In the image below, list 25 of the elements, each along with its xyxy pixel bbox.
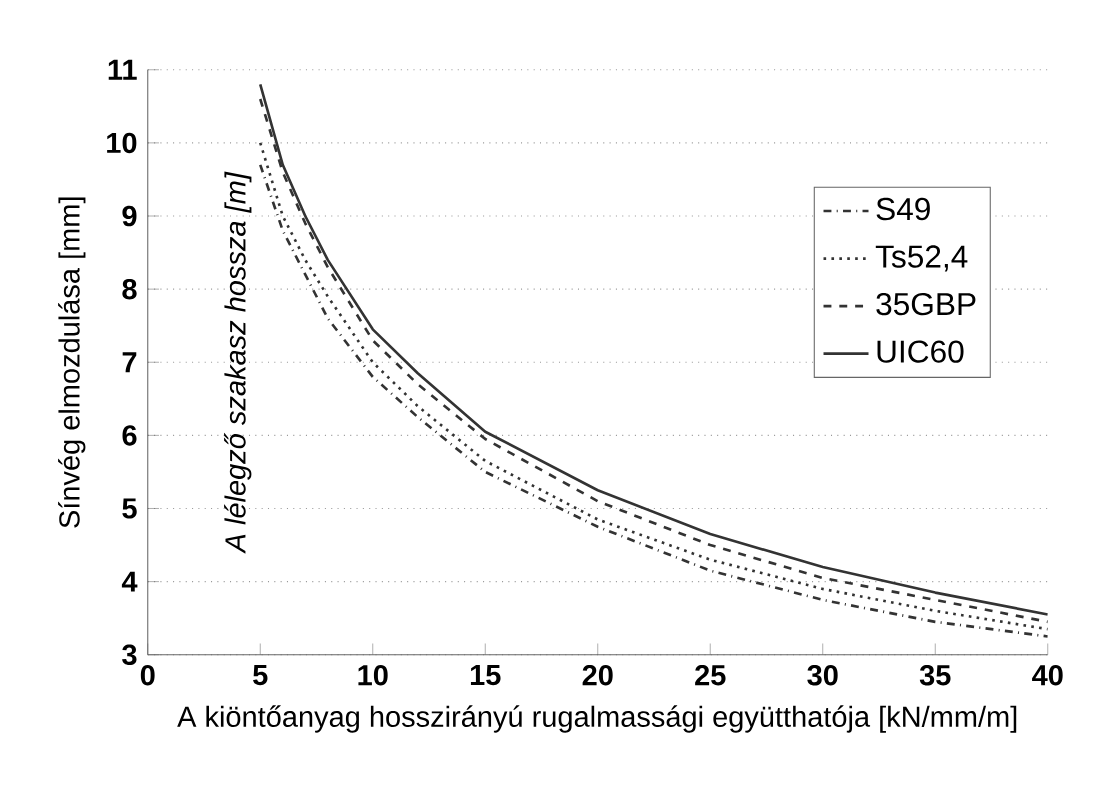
x-tick-label: 10 — [358, 665, 388, 686]
x-axis-title: A kiöntőanyag hosszirányú rugalmassági együtthatója [kN/mm/m] — [177, 705, 1017, 733]
y-tick-label: 4 — [121, 571, 138, 592]
y-tick-label: 10 — [107, 132, 137, 154]
y-tick-label: 11 — [108, 59, 137, 80]
x-tick-label: 25 — [695, 665, 726, 686]
legend-label: S49 — [876, 197, 930, 221]
y-tick-label: 5 — [122, 498, 137, 519]
x-tick-label: 40 — [1032, 665, 1063, 686]
annotation: A lélegző szakasz hossza [m] — [224, 171, 252, 554]
x-tick-label: 5 — [253, 665, 268, 686]
x-tick-label: 15 — [470, 665, 501, 686]
x-tick-label: 20 — [582, 665, 613, 686]
x-tick-label: 35 — [919, 665, 951, 686]
y-axis-title: Sínvég elmozdulása [mm] — [58, 197, 86, 528]
legend-label: 35GBP — [876, 293, 976, 316]
legend-label: Ts52,4 — [875, 245, 968, 272]
y-tick-label: 6 — [122, 425, 137, 446]
y-tick-label: 8 — [122, 279, 137, 300]
legend-label: UIC60 — [877, 340, 964, 363]
y-tick-label: 7 — [122, 352, 137, 373]
y-tick-label: 9 — [122, 205, 137, 227]
y-tick-label: 3 — [122, 644, 137, 666]
x-tick-label: 0 — [140, 665, 155, 686]
x-tick-label: 30 — [807, 665, 838, 686]
